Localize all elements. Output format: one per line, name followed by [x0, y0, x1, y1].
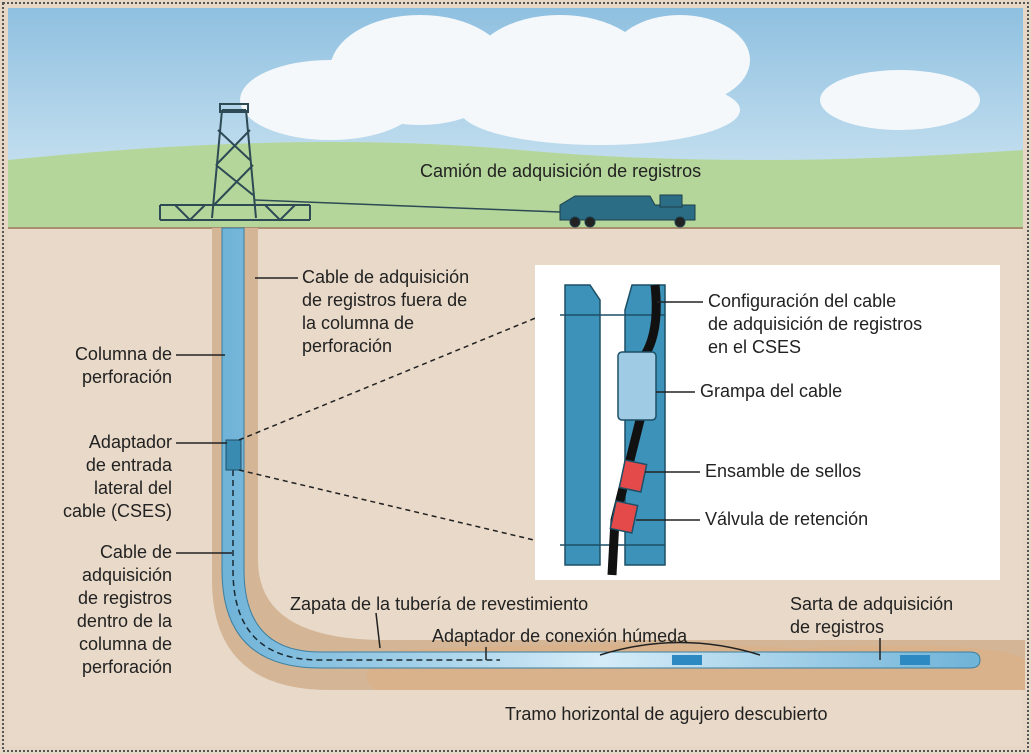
label: lateral del — [94, 478, 172, 498]
label: Camión de adquisición de registros — [420, 161, 701, 181]
diagram: Camión de adquisición de registros Cable … — [0, 0, 1031, 754]
label: de adquisición de registros — [708, 314, 922, 334]
label: Válvula de retención — [705, 509, 868, 529]
label: Cable de — [100, 542, 172, 562]
label: Sarta de adquisición — [790, 594, 953, 614]
label: Adaptador — [89, 432, 172, 452]
label: dentro de la — [77, 611, 173, 631]
label: Cable de adquisición — [302, 267, 469, 287]
label: de registros — [78, 588, 172, 608]
label: Configuración del cable — [708, 291, 896, 311]
label: perforación — [82, 367, 172, 387]
label: perforación — [302, 336, 392, 356]
label: Tramo horizontal de agujero descubierto — [505, 704, 828, 724]
label: de registros fuera de — [302, 290, 467, 310]
label: Grampa del cable — [700, 381, 842, 401]
label: Zapata de la tubería de revestimiento — [290, 594, 588, 614]
label: cable (CSES) — [63, 501, 172, 521]
label: de registros — [790, 617, 884, 637]
label: de entrada — [86, 455, 173, 475]
label: la columna de — [302, 313, 414, 333]
label: Adaptador de conexión húmeda — [432, 626, 688, 646]
label: columna de — [79, 634, 172, 654]
label: en el CSES — [708, 337, 801, 357]
label: adquisición — [82, 565, 172, 585]
label: Columna de — [75, 344, 172, 364]
label: perforación — [82, 657, 172, 677]
label: Ensamble de sellos — [705, 461, 861, 481]
